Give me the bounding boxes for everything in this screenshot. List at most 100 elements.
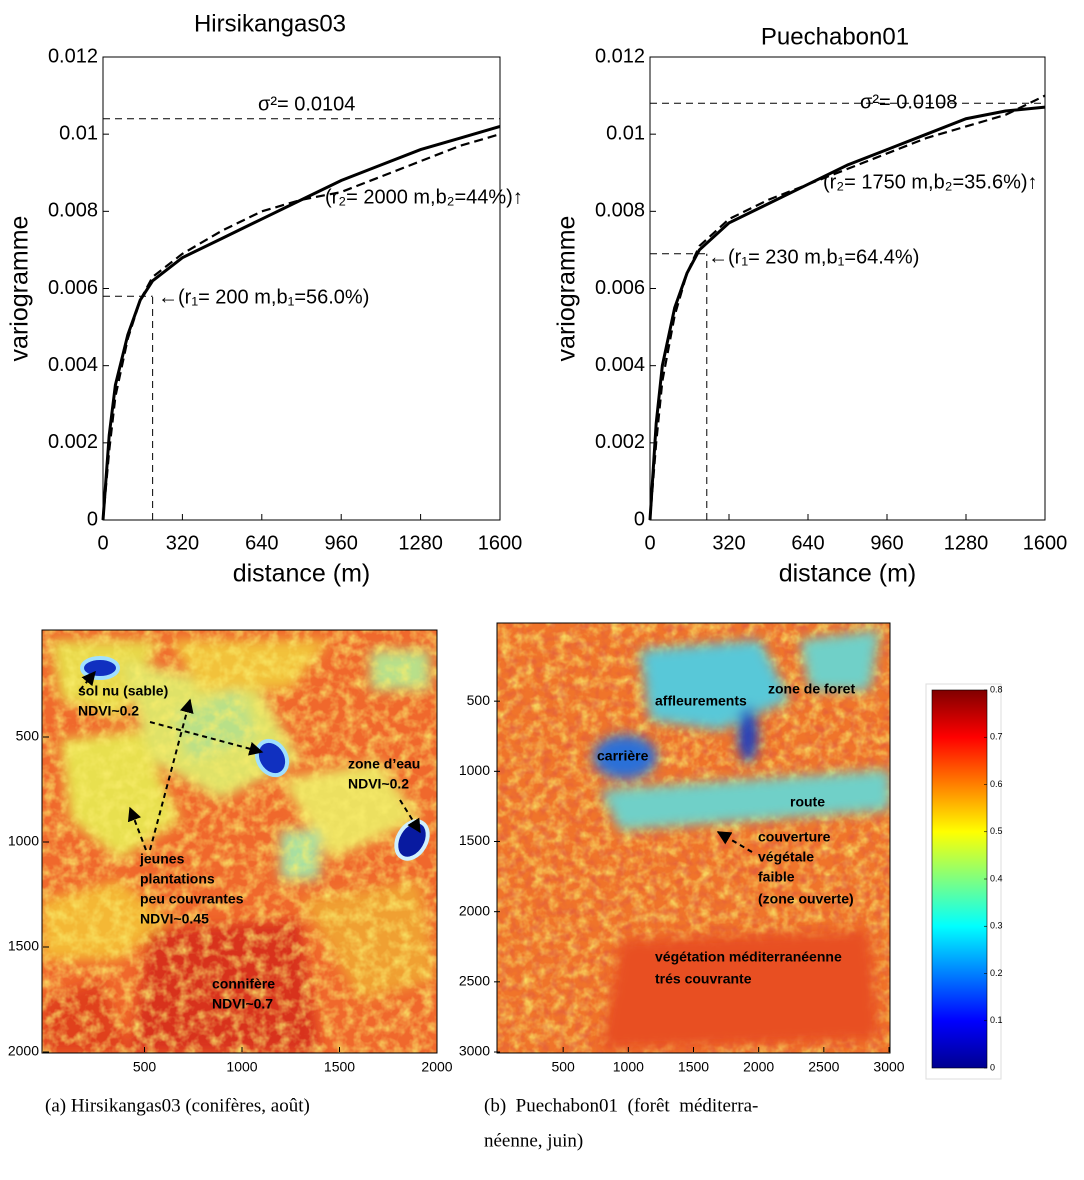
y-tick-label: 0.006	[48, 277, 98, 299]
x-tick-label: 500	[551, 1059, 575, 1075]
x-tick-label: 1000	[613, 1059, 644, 1075]
x-tick-label: 1000	[226, 1059, 257, 1075]
caption: (b) Puechabon01 (forêt méditerra-	[484, 1095, 758, 1116]
image-annotation: zone de foret	[768, 681, 855, 697]
ndvi-image-a	[42, 630, 437, 1053]
annotation: (r₂= 1750 m,b₂=35.6%)↑	[823, 171, 1038, 193]
image-annotation: affleurements	[655, 693, 747, 709]
annotation: (r₂= 2000 m,b₂=44%)↑	[325, 186, 523, 208]
chart-title: Puechabon01	[761, 23, 909, 50]
x-tick-label: 2000	[421, 1059, 452, 1075]
x-axis-label: distance (m)	[779, 560, 917, 588]
chart-title: Hirsikangas03	[194, 10, 346, 37]
variogram-curve	[101, 125, 501, 521]
image-annotation: (zone ouverte)	[758, 891, 854, 907]
image-annotation: faible	[758, 869, 795, 885]
y-tick-label: 0.008	[48, 200, 98, 222]
y-tick-label: 1000	[459, 762, 490, 778]
y-tick-label: 0	[87, 508, 98, 530]
annotation: σ²= 0.0108	[860, 91, 957, 113]
x-tick-label: 640	[245, 532, 278, 554]
variogram-curve	[648, 94, 1046, 521]
y-tick-label: 0.008	[595, 200, 645, 222]
image-annotation: carrière	[597, 748, 649, 764]
y-tick-label: 500	[16, 728, 40, 744]
y-tick-label: 0.002	[595, 431, 645, 453]
x-tick-label: 1500	[324, 1059, 355, 1075]
image-annotation: route	[790, 794, 825, 810]
image-annotation: NDVI~0.7	[212, 996, 273, 1012]
image-frame	[496, 622, 891, 1054]
x-tick-label: 1500	[678, 1059, 709, 1075]
y-tick-label: 0.012	[595, 45, 645, 67]
x-tick-label: 960	[325, 532, 358, 554]
image-annotation: peu couvrantes	[140, 891, 244, 907]
x-tick-label: 320	[166, 532, 199, 554]
image-annotation: zone d’eau	[348, 756, 420, 772]
x-tick-label: 1280	[944, 532, 989, 554]
annotation: σ²= 0.0104	[258, 93, 355, 115]
image-annotation: végétation méditerranéenne	[655, 949, 842, 965]
y-tick-label: 0.004	[595, 354, 645, 376]
variogram-curve	[101, 133, 501, 521]
image-annotation: trés couvrante	[655, 971, 752, 987]
colorbar-tick-label: 0.1	[990, 1015, 1003, 1025]
y-tick-label: 0	[634, 508, 645, 530]
y-tick-label: 0.006	[595, 277, 645, 299]
y-tick-label: 500	[467, 692, 491, 708]
x-tick-label: 640	[791, 532, 824, 554]
colorbar	[931, 689, 988, 1069]
x-tick-label: 1280	[398, 532, 443, 554]
y-tick-label: 2000	[8, 1043, 39, 1059]
x-tick-label: 1600	[1023, 532, 1068, 554]
y-tick-label: 1500	[8, 938, 39, 954]
image-annotation: NDVI~0.2	[78, 703, 139, 719]
x-tick-label: 960	[870, 532, 903, 554]
variogram-curve	[648, 105, 1046, 521]
image-annotation: plantations	[140, 871, 215, 887]
y-axis-label: variogramme	[553, 216, 581, 362]
image-annotation: jeunes	[139, 851, 185, 867]
caption: néenne, juin)	[484, 1130, 583, 1151]
x-tick-label: 500	[133, 1059, 157, 1075]
image-annotation: connifère	[212, 976, 275, 992]
x-axis-label: distance (m)	[233, 560, 371, 588]
annotation: ←(r₁= 230 m,b₁=64.4%)	[708, 246, 919, 268]
y-tick-label: 3000	[459, 1043, 490, 1059]
colorbar-tick-label: 0.4	[990, 873, 1003, 883]
y-tick-label: 0.004	[48, 354, 98, 376]
colorbar-tick-label: 0.7	[990, 732, 1003, 742]
y-tick-label: 0.01	[606, 122, 645, 144]
annotation: ←(r₁= 200 m,b₁=56.0%)	[158, 286, 369, 308]
colorbar-tick-label: 0.2	[990, 968, 1003, 978]
y-tick-label: 0.002	[48, 431, 98, 453]
y-tick-label: 1000	[8, 833, 39, 849]
x-tick-label: 0	[644, 532, 655, 554]
image-annotation: NDVI~0.45	[140, 911, 209, 927]
y-tick-label: 2500	[459, 973, 490, 989]
x-tick-label: 2000	[743, 1059, 774, 1075]
y-tick-label: 0.012	[48, 45, 98, 67]
x-tick-label: 1600	[478, 532, 523, 554]
x-tick-label: 2500	[808, 1059, 839, 1075]
colorbar-tick-label: 0.3	[990, 921, 1003, 931]
caption: (a) Hirsikangas03 (conifères, août)	[45, 1095, 310, 1116]
image-annotation: couverture	[758, 829, 831, 845]
image-annotation: végétale	[758, 849, 814, 865]
x-tick-label: 320	[712, 532, 745, 554]
image-annotation: NDVI~0.2	[348, 776, 409, 792]
image-frame	[41, 629, 438, 1054]
image-annotation: sol nu (sable)	[78, 683, 168, 699]
colorbar-tick-label: 0.8	[990, 684, 1003, 694]
colorbar-tick-label: 0	[990, 1062, 995, 1072]
y-tick-label: 1500	[459, 832, 490, 848]
colorbar-tick-label: 0.6	[990, 779, 1003, 789]
y-tick-label: 0.01	[59, 122, 98, 144]
pointer-arrow	[716, 831, 753, 853]
y-tick-label: 2000	[459, 902, 490, 918]
x-tick-label: 0	[97, 532, 108, 554]
ndvi-image-b	[497, 623, 890, 1053]
x-tick-label: 3000	[873, 1059, 904, 1075]
colorbar-tick-label: 0.5	[990, 826, 1003, 836]
